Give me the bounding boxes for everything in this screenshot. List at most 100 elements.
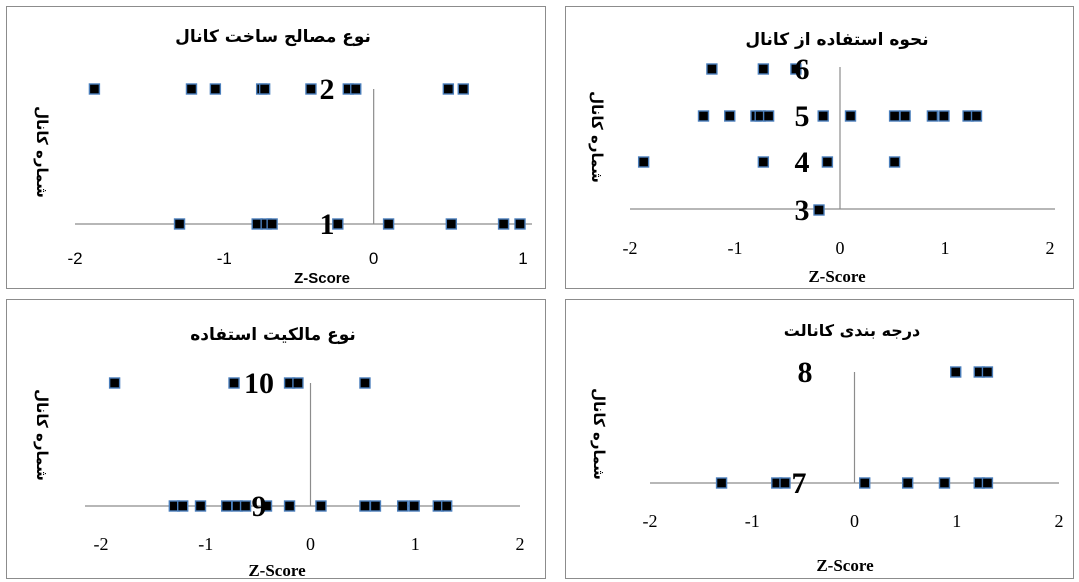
chart-panel-grading: درجه بندی کانالت شماره کانال Z-Score -2 -1 0 1…: [565, 299, 1074, 579]
data-point: [899, 110, 911, 122]
x-tick-label: 0: [306, 534, 315, 554]
data-point: [790, 63, 802, 75]
y-axis-label: شماره کانال: [33, 106, 51, 198]
x-tick-label: 0: [836, 238, 845, 258]
data-point: [938, 110, 950, 122]
category-label: 4: [795, 146, 810, 179]
data-point: [888, 156, 901, 168]
x-tick-label: -2: [643, 511, 658, 531]
chart-material-svg: نوع مصالح ساخت کانال شماره کانال Z-Score -2…: [33, 27, 532, 287]
data-point: [283, 500, 296, 512]
data-point: [757, 63, 770, 75]
data-point: [315, 500, 327, 512]
data-point: [888, 110, 901, 122]
chart-panel-usage: نحوه استفاده از کانال شماره کانال Z-Score -…: [565, 6, 1074, 289]
x-tick-label: 2: [1046, 238, 1055, 258]
category-label: 5: [795, 100, 810, 133]
chart-title: نوع مالکیت استفاده: [190, 325, 355, 345]
chart-panel-material: نوع مصالح ساخت کانال شماره کانال Z-Score -2…: [6, 6, 546, 289]
x-tick-label: 1: [952, 511, 961, 531]
data-point: [359, 377, 371, 389]
data-point: [408, 500, 420, 512]
data-point: [859, 477, 871, 489]
x-tick-label: 0: [850, 511, 859, 531]
data-point: [514, 218, 526, 230]
data-point: [981, 366, 994, 378]
data-point: [239, 500, 252, 512]
data-point: [724, 110, 736, 122]
category-label: 3: [795, 194, 810, 227]
x-tick-label: -1: [728, 238, 743, 258]
y-axis-label: شماره کانال: [33, 389, 51, 481]
data-point: [209, 83, 222, 95]
data-point: [260, 500, 273, 512]
data-point: [396, 500, 409, 512]
data-point: [926, 110, 939, 122]
x-axis-label: Z-Score: [294, 270, 350, 287]
y-axis-label: شماره کانال: [590, 388, 608, 480]
data-point: [440, 500, 453, 512]
data-point: [457, 83, 469, 95]
data-point: [757, 156, 770, 168]
data-point: [382, 218, 395, 230]
data-point: [970, 110, 983, 122]
chart-title: نحوه استفاده از کانال: [745, 30, 928, 50]
category-label: 8: [798, 356, 813, 389]
data-point: [108, 377, 121, 389]
data-point: [220, 500, 233, 512]
data-point: [292, 377, 304, 389]
x-tick-label: 1: [941, 238, 950, 258]
data-point: [497, 218, 510, 230]
data-point: [442, 83, 455, 95]
data-point: [901, 477, 914, 489]
x-tick-label: 1: [518, 249, 527, 268]
data-point: [981, 477, 994, 489]
data-point: [359, 500, 371, 512]
data-point: [332, 218, 344, 230]
x-tick-label: -2: [94, 534, 109, 554]
category-label: 10: [244, 367, 274, 400]
data-point: [950, 366, 962, 378]
x-axis-label: Z-Score: [808, 267, 866, 286]
x-tick-label: -1: [217, 249, 232, 268]
data-point: [821, 156, 834, 168]
category-label: 1: [320, 208, 335, 241]
x-tick-label: -2: [67, 249, 82, 268]
x-tick-label: -1: [745, 511, 760, 531]
data-point: [228, 377, 240, 389]
x-tick-label: 0: [369, 249, 378, 268]
x-axis-label: Z-Score: [248, 561, 306, 578]
data-point: [844, 110, 857, 122]
chart-title: درجه بندی کانالت: [784, 321, 921, 340]
data-point: [369, 500, 382, 512]
chart-ownership-svg: نوع مالکیت استفاده شماره کانال Z-Score -2 -1…: [33, 325, 525, 578]
category-label: 2: [320, 73, 335, 106]
data-point: [938, 477, 951, 489]
data-point: [637, 156, 650, 168]
data-point: [305, 83, 317, 95]
chart-panel-ownership: نوع مالکیت استفاده شماره کانال Z-Score -2 -1…: [6, 299, 546, 579]
data-point: [697, 110, 710, 122]
data-point: [445, 218, 458, 230]
data-point: [706, 63, 718, 75]
data-point: [258, 83, 271, 95]
x-tick-label: 2: [1055, 511, 1064, 531]
data-point: [173, 218, 186, 230]
data-point: [177, 500, 189, 512]
chart-grading-svg: درجه بندی کانالت شماره کانال Z-Score -2 -1 0 1…: [590, 321, 1064, 575]
data-point: [350, 83, 362, 95]
x-tick-label: -1: [198, 534, 213, 554]
y-axis-label: شماره کانال: [588, 91, 606, 183]
category-label: 7: [792, 467, 807, 500]
category-label: 9: [252, 490, 267, 523]
data-point: [813, 204, 825, 216]
data-point: [88, 83, 101, 95]
data-point: [194, 500, 207, 512]
x-tick-label: 2: [516, 534, 525, 554]
x-tick-label: 1: [411, 534, 420, 554]
data-point: [185, 83, 198, 95]
data-point: [779, 477, 791, 489]
data-point: [715, 477, 728, 489]
data-point: [266, 218, 278, 230]
x-axis-label: Z-Score: [816, 556, 874, 575]
